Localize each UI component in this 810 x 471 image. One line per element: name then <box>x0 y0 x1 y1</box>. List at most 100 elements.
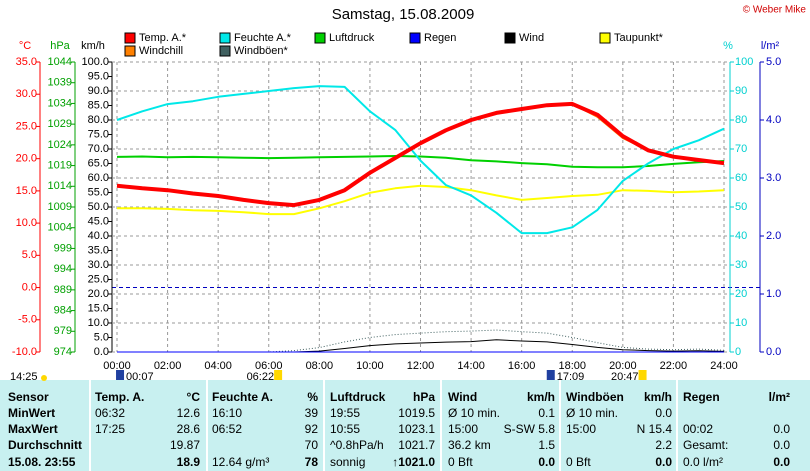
y-tick-label: 10.0 <box>16 217 37 229</box>
y-tick-label: 10 <box>735 317 747 329</box>
table-cell: 1023.1 <box>398 422 435 436</box>
legend-label: Luftdruck <box>329 32 375 44</box>
table-cell: 0.0 <box>773 422 790 436</box>
table-cell: 0.0 <box>538 455 555 469</box>
y-tick-label: 80 <box>735 114 747 126</box>
series-line <box>117 184 725 216</box>
y-tick-label: 989 <box>54 284 72 296</box>
legend-swatch <box>314 32 326 44</box>
table-cell: MinWert <box>8 406 55 420</box>
table-cell: 0.0 <box>655 455 672 469</box>
table-cell: 0.0 <box>655 406 672 420</box>
event-label: 06:22 <box>247 371 275 383</box>
table-cell: 1.5 <box>538 438 555 452</box>
y-tick-label: 1009 <box>48 201 72 213</box>
x-tick-label: 14:00 <box>457 360 485 372</box>
y-tick-label: 35.0 <box>88 244 109 256</box>
y-tick-label: -5.0 <box>18 314 37 326</box>
table-header: km/h <box>527 390 555 404</box>
y-tick-label: 3.0 <box>766 172 781 184</box>
table-header: % <box>307 390 318 404</box>
y-tick-label: 0.0 <box>22 281 37 293</box>
y-tick-label: 974 <box>54 346 72 358</box>
table-cell: 0.0 l/m² <box>683 455 723 469</box>
y-tick-label: 45.0 <box>88 215 109 227</box>
x-tick-label: 02:00 <box>154 360 182 372</box>
table-header: km/h <box>644 390 672 404</box>
series-line <box>116 101 725 208</box>
y-tick-label: 35.0 <box>16 56 37 68</box>
axis-unit: km/h <box>81 40 105 52</box>
y-tick-label: 30 <box>735 259 747 271</box>
table-cell: 1019.5 <box>398 406 435 420</box>
axis-unit: l/m² <box>761 40 780 52</box>
legend-swatch <box>124 45 136 57</box>
y-tick-label: 0 <box>735 346 741 358</box>
table-cell: 70 <box>305 438 319 452</box>
table-cell: 28.6 <box>177 422 201 436</box>
table-cell: 0.0 <box>773 455 790 469</box>
y-tick-label: 1.0 <box>766 288 781 300</box>
table-cell: 0.0 <box>773 438 790 452</box>
chart-title: Samstag, 15.08.2009 <box>332 6 475 23</box>
x-tick-label: 00:00 <box>103 360 131 372</box>
y-tick-label: 65.0 <box>88 157 109 169</box>
legend-label: Windböen* <box>234 45 289 57</box>
table-bg <box>0 380 810 471</box>
event-label: 00:07 <box>126 371 154 383</box>
y-tick-label: 5.0 <box>766 56 781 68</box>
table-cell: 1021.7 <box>398 438 435 452</box>
table-cell: 0 Bft <box>566 455 591 469</box>
table-header: Luftdruck <box>330 390 386 404</box>
legend-label: Regen <box>424 32 456 44</box>
y-tick-label: 40 <box>735 230 747 242</box>
y-tick-label: 5.0 <box>94 331 109 343</box>
legend-swatch <box>409 32 421 44</box>
series-line <box>116 85 725 235</box>
y-tick-label: 15.0 <box>16 185 37 197</box>
table-cell: 00:02 <box>683 422 713 436</box>
table-cell: S-SW 5.8 <box>504 422 556 436</box>
y-tick-label: 1019 <box>48 159 72 171</box>
event-label: 17:09 <box>557 371 585 383</box>
legend-swatch <box>219 32 231 44</box>
sun-icon <box>41 375 47 381</box>
table-cell: sonnig <box>330 455 365 469</box>
y-tick-label: 95.0 <box>88 70 109 82</box>
y-tick-label: 100 <box>735 56 753 68</box>
table-cell: Ø 10 min. <box>566 406 618 420</box>
y-tick-label: 25.0 <box>16 120 37 132</box>
y-tick-label: 0.0 <box>94 346 109 358</box>
y-tick-label: 1024 <box>48 139 72 151</box>
table-cell: ↑1021.0 <box>392 455 435 469</box>
table-cell: ^0.8hPa/h <box>330 438 384 452</box>
legend-label: Feuchte A.* <box>234 32 292 44</box>
legend-label: Temp. A.* <box>139 32 187 44</box>
event-label: 20:47 <box>611 371 639 383</box>
y-tick-label: 40.0 <box>88 230 109 242</box>
y-tick-label: 100.0 <box>81 56 109 68</box>
y-tick-label: 70 <box>735 143 747 155</box>
y-tick-label: 85.0 <box>88 99 109 111</box>
x-tick-label: 24:00 <box>710 360 738 372</box>
y-tick-label: 1034 <box>48 97 72 109</box>
legend-swatch <box>219 45 231 57</box>
table-header: Windböen <box>566 390 624 404</box>
y-tick-label: 984 <box>54 304 72 316</box>
copyright: © Weber Mike <box>743 5 807 16</box>
event-icon <box>546 370 555 380</box>
axis-unit: hPa <box>50 40 70 52</box>
table-cell: 39 <box>305 406 319 420</box>
y-tick-label: 30.0 <box>88 259 109 271</box>
table-header: °C <box>187 390 201 404</box>
x-tick-label: 04:00 <box>204 360 232 372</box>
table-cell: 19.87 <box>170 438 200 452</box>
table-cell: 15.08. 23:55 <box>8 455 76 469</box>
y-tick-label: 90 <box>735 85 747 97</box>
legend-swatch <box>504 32 516 44</box>
table-cell: 06:52 <box>212 422 242 436</box>
axis-unit: °C <box>19 40 31 52</box>
y-tick-label: 1029 <box>48 118 72 130</box>
y-tick-label: 25.0 <box>88 273 109 285</box>
